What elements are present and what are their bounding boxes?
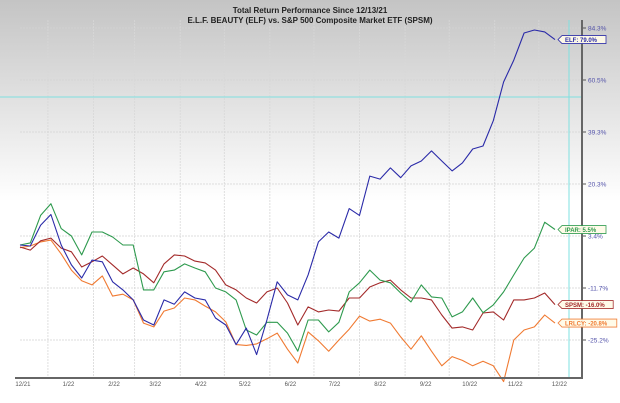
end-label-text: LRLCY: -20.8%	[565, 321, 608, 327]
x-tick-label: 11/22	[508, 382, 523, 388]
series-line-spsm	[19, 237, 556, 331]
y-tick-label: 84.3%	[588, 26, 607, 33]
series-end-labels: ELF: 79.0% IPAR: 5.5% SPSM: -16.0% LRLCY: -…	[557, 35, 618, 328]
y-tick-label: 60.5%	[588, 78, 607, 85]
x-tick-label: 12/22	[552, 382, 568, 388]
end-label-text: ELF: 79.0%	[565, 38, 598, 44]
x-tick-label: 2/22	[108, 382, 120, 388]
x-tick-label: 6/22	[285, 382, 297, 388]
gridlines	[20, 20, 582, 378]
end-label-box	[557, 35, 607, 44]
end-label-spsm: SPSM: -16.0%	[557, 300, 614, 309]
y-tick-label: 20.3%	[588, 182, 607, 189]
series-line-elf	[19, 29, 556, 356]
x-tick-label: 9/22	[420, 382, 432, 388]
x-tick-label: 7/22	[329, 382, 341, 388]
y-tick-label: 3.4%	[588, 234, 603, 241]
x-tick-label: 1/22	[63, 382, 75, 388]
chart-title: Total Return Performance Since 12/13/21	[232, 6, 388, 15]
end-label-box	[557, 318, 618, 328]
axes: 84.3% 60.5% 39.3% 20.3% 3.4% -11.7% -25.2% 12/2…	[15, 20, 609, 388]
end-label-elf: ELF: 79.0%	[557, 35, 607, 44]
reference-lines	[0, 20, 582, 378]
series-line-ipar	[19, 203, 556, 352]
end-label-text: SPSM: -16.0%	[565, 303, 605, 309]
y-tick-label: -11.7%	[588, 286, 608, 293]
y-tick-label: 39.3%	[588, 130, 607, 137]
series-line-lrlcy	[19, 239, 556, 383]
x-tick-label: 5/22	[239, 382, 251, 388]
chart-subtitle: E.L.F. BEAUTY (ELF) vs. S&P 500 Composit…	[187, 16, 433, 25]
series-lines	[19, 29, 556, 383]
x-tick-label: 10/22	[462, 382, 478, 388]
end-label-lrlcy: LRLCY: -20.8%	[557, 318, 618, 328]
x-tick-label: 8/22	[374, 382, 386, 388]
x-tick-label: 3/22	[149, 382, 161, 388]
end-label-ipar: IPAR: 5.5%	[557, 225, 607, 234]
end-label-box	[557, 300, 614, 309]
end-label-text: IPAR: 5.5%	[565, 228, 597, 234]
y-tick-label: -25.2%	[588, 338, 609, 345]
end-label-box	[557, 225, 607, 234]
x-tick-label: 12/21	[15, 382, 31, 388]
x-tick-label: 4/22	[195, 382, 207, 388]
